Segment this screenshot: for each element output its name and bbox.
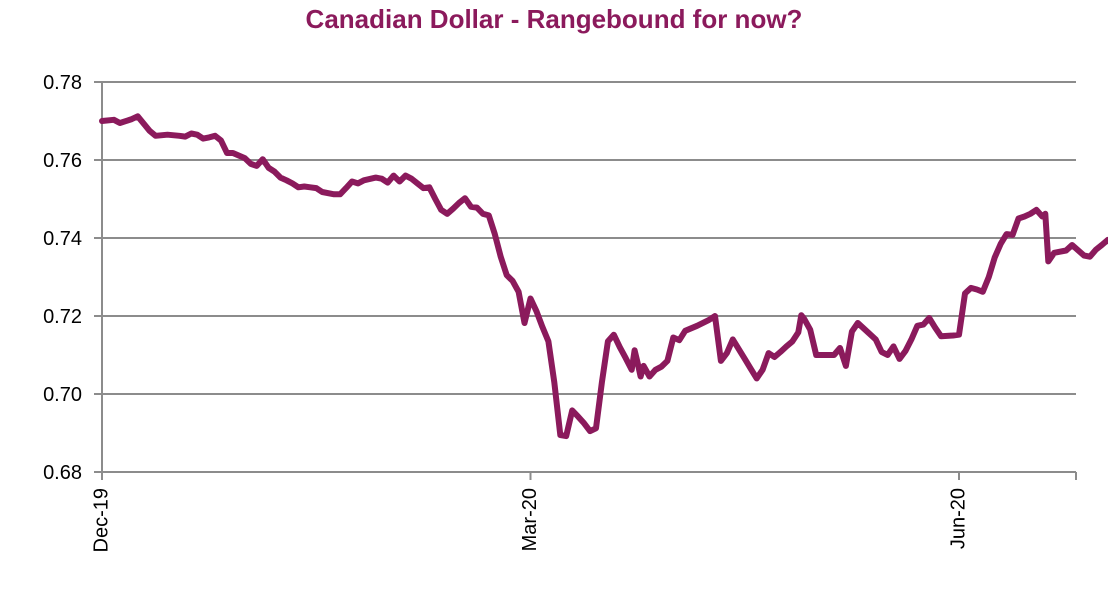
x-tick-label: Jun-20 [947, 488, 969, 549]
y-tick-labels: 0.78 0.76 0.74 0.72 0.70 0.68 [43, 72, 82, 484]
y-tick-label: 0.78 [43, 72, 82, 94]
y-tick-label: 0.76 [43, 150, 82, 172]
series-layer [99, 113, 1108, 440]
x-tick-label: Mar-20 [519, 488, 541, 551]
gridlines [94, 81, 1076, 473]
y-tick-label: 0.72 [43, 306, 82, 328]
y-tick-label: 0.70 [43, 384, 82, 406]
x-tick-label: Dec-19 [90, 488, 112, 552]
chart-title: Canadian Dollar - Rangebound for now? [305, 4, 803, 34]
series-line [99, 113, 1108, 440]
x-tick-labels: Dec-19 Mar-20 Jun-20 [90, 488, 969, 552]
y-tick-label: 0.68 [43, 462, 82, 484]
y-tick-label: 0.74 [43, 228, 82, 250]
axes [101, 82, 1077, 480]
